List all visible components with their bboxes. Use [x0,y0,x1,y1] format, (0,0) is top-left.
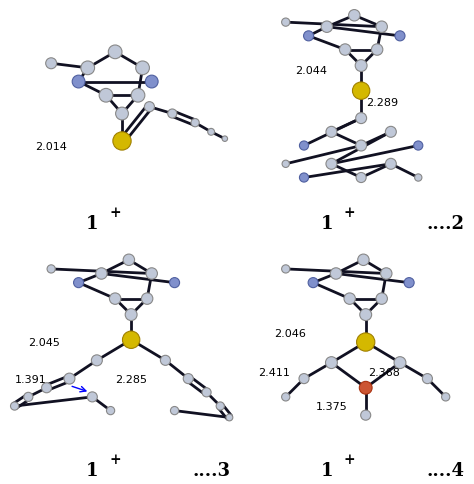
Text: 2.368: 2.368 [368,367,400,377]
Circle shape [282,393,290,401]
Circle shape [353,83,370,100]
Circle shape [300,174,309,183]
Text: +: + [344,452,356,466]
Circle shape [46,59,57,70]
Circle shape [303,32,314,42]
Circle shape [191,120,199,127]
Circle shape [131,89,145,103]
Text: +: + [109,452,121,466]
Text: 2.045: 2.045 [28,337,60,348]
Text: +: + [109,205,121,219]
Circle shape [42,383,52,393]
Circle shape [208,129,215,136]
Text: 1: 1 [320,215,333,233]
Circle shape [356,141,366,151]
Circle shape [141,293,153,305]
Circle shape [308,278,318,288]
Text: 2.044: 2.044 [295,66,327,76]
Text: ....2: ....2 [427,215,465,233]
Circle shape [222,136,228,142]
Circle shape [125,309,137,321]
Circle shape [372,45,383,56]
Circle shape [282,265,290,273]
Circle shape [300,142,309,151]
Circle shape [122,332,140,348]
Text: 1.391: 1.391 [15,374,46,384]
Circle shape [108,46,122,60]
Circle shape [10,402,18,410]
Circle shape [326,127,337,138]
Circle shape [91,355,102,366]
Circle shape [356,173,366,183]
Circle shape [282,161,290,168]
Text: 2.289: 2.289 [366,98,398,108]
Circle shape [358,255,369,266]
Circle shape [81,62,95,76]
Circle shape [64,373,75,384]
Circle shape [47,265,55,273]
Text: 2.285: 2.285 [115,374,147,384]
Circle shape [146,76,158,89]
Text: +: + [344,205,356,219]
Circle shape [339,45,351,56]
Circle shape [385,159,396,170]
Circle shape [355,60,367,72]
Circle shape [326,357,337,369]
Circle shape [136,62,149,76]
Circle shape [73,278,83,288]
Text: ....4: ....4 [427,461,465,479]
Circle shape [344,293,356,305]
Circle shape [226,414,233,421]
Circle shape [202,388,211,397]
Circle shape [123,255,135,266]
Circle shape [326,159,337,170]
Circle shape [414,142,423,151]
Text: 1: 1 [86,215,99,233]
Circle shape [442,393,450,401]
Circle shape [24,393,33,402]
Circle shape [394,357,406,369]
Text: 2.046: 2.046 [274,328,306,338]
Circle shape [116,108,128,121]
Circle shape [422,374,432,384]
Circle shape [183,374,193,384]
Circle shape [356,113,366,124]
Circle shape [321,22,333,33]
Circle shape [216,402,224,410]
Circle shape [113,133,131,151]
Circle shape [376,293,387,305]
Circle shape [359,381,372,394]
Circle shape [72,76,85,89]
Circle shape [299,374,309,384]
Circle shape [385,127,396,138]
Circle shape [348,11,360,22]
Text: 1: 1 [320,461,333,479]
Circle shape [404,278,414,288]
Text: 1.375: 1.375 [315,401,347,411]
Circle shape [376,22,387,33]
Circle shape [168,110,177,119]
Circle shape [282,19,290,27]
Text: 2.014: 2.014 [35,141,67,151]
Text: ....3: ....3 [192,461,230,479]
Circle shape [381,268,392,280]
Circle shape [96,268,107,280]
Circle shape [356,333,375,351]
Text: 2.411: 2.411 [258,367,290,377]
Circle shape [146,268,157,280]
Circle shape [170,278,180,288]
Circle shape [107,407,115,415]
Circle shape [360,309,372,321]
Circle shape [99,89,113,103]
Circle shape [145,103,155,112]
Circle shape [160,356,171,365]
Circle shape [361,410,371,420]
Text: 1: 1 [86,461,99,479]
Circle shape [87,392,97,402]
Circle shape [330,268,342,280]
Circle shape [109,293,121,305]
Circle shape [415,175,422,182]
Circle shape [395,32,405,42]
Circle shape [171,407,179,415]
